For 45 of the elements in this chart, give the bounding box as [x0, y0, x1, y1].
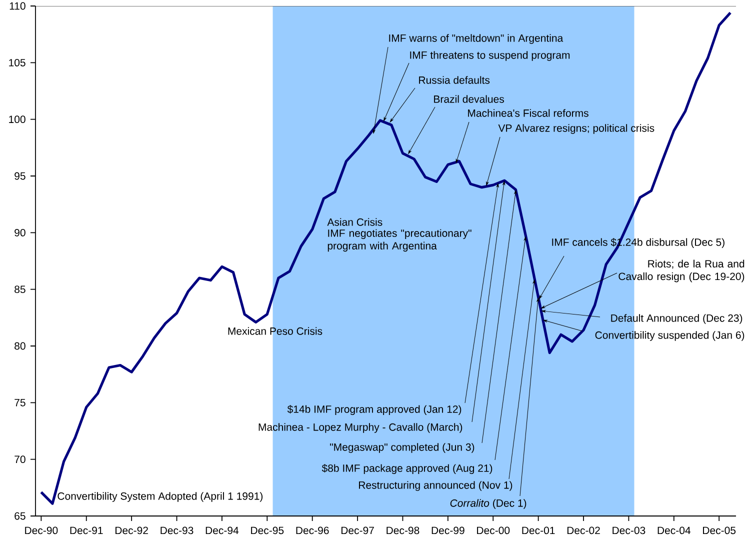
x-tick-label: Dec-94: [206, 526, 239, 534]
y-tick-label: 95: [14, 172, 26, 180]
annotation: Machinea's Fiscal reforms: [468, 109, 588, 117]
annotation: $14b IMF program approved (Jan 12): [287, 405, 462, 415]
y-tick-label: 110: [10, 2, 26, 10]
y-tick-label: 85: [14, 286, 26, 294]
x-tick-label: Dec-95: [251, 526, 284, 534]
y-tick-label: 65: [14, 512, 26, 520]
y-tick-label: 80: [14, 342, 26, 350]
annotation: IMF negotiates "precautionary" program with Argentina: [328, 229, 472, 252]
x-tick-label: Dec-90: [25, 526, 58, 534]
annotation: $8b IMF package approved (Aug 21): [322, 464, 492, 474]
annotation: VP Alvarez resigns; political crisis: [498, 124, 654, 134]
annotation: Asian Crisis: [327, 218, 382, 226]
annotation: Convertibility System Adopted (April 1 1991): [58, 492, 263, 502]
x-tick-label: Dec-00: [477, 526, 510, 534]
x-tick-label: Dec-99: [432, 526, 464, 534]
y-tick-label: 90: [14, 228, 26, 236]
y-tick-label: 70: [14, 456, 26, 464]
x-tick-label: Dec-98: [386, 526, 420, 534]
x-tick-label: Dec-92: [116, 526, 148, 534]
annotation: IMF warns of "meltdown" in Argentina: [389, 34, 564, 44]
x-tick-label: Dec-05: [703, 526, 736, 534]
annotation: Brazil devalues: [434, 95, 504, 103]
y-tick-label: 75: [14, 399, 26, 406]
annotation: "Megaswap" completed (Jun 3): [330, 443, 474, 453]
annotation: IMF threatens to suspend program: [410, 51, 570, 61]
x-tick-label: Dec-04: [658, 526, 690, 534]
y-tick-label: 100: [9, 116, 26, 124]
x-tick-label: Dec-96: [296, 526, 329, 534]
x-tick-label: Dec-93: [160, 526, 194, 534]
x-tick-label: Dec-97: [341, 526, 374, 534]
annotation: Default Announced (Dec 23): [611, 314, 742, 324]
x-tick-label: Dec-01: [522, 526, 555, 534]
annotation: Convertibility suspended (Jan 6): [595, 331, 744, 341]
x-tick-label: Dec-02: [567, 526, 600, 534]
y-tick-label: 105: [9, 58, 26, 66]
annotation: Russia defaults: [419, 76, 490, 84]
annotation: Machinea - Lopez Murphy - Cavallo (March): [258, 423, 462, 433]
annotation: Corralito (Dec 1): [450, 499, 526, 509]
annotation: Mexican Peso Crisis: [228, 327, 322, 335]
x-tick-label: Dec-03: [612, 526, 646, 534]
annotation: Restructuring announced (Nov 1): [359, 481, 512, 491]
x-tick-label: Dec-91: [70, 526, 103, 534]
annotation: Riots; de la Rua and Cavallo resign (Dec 19-20): [618, 260, 744, 282]
